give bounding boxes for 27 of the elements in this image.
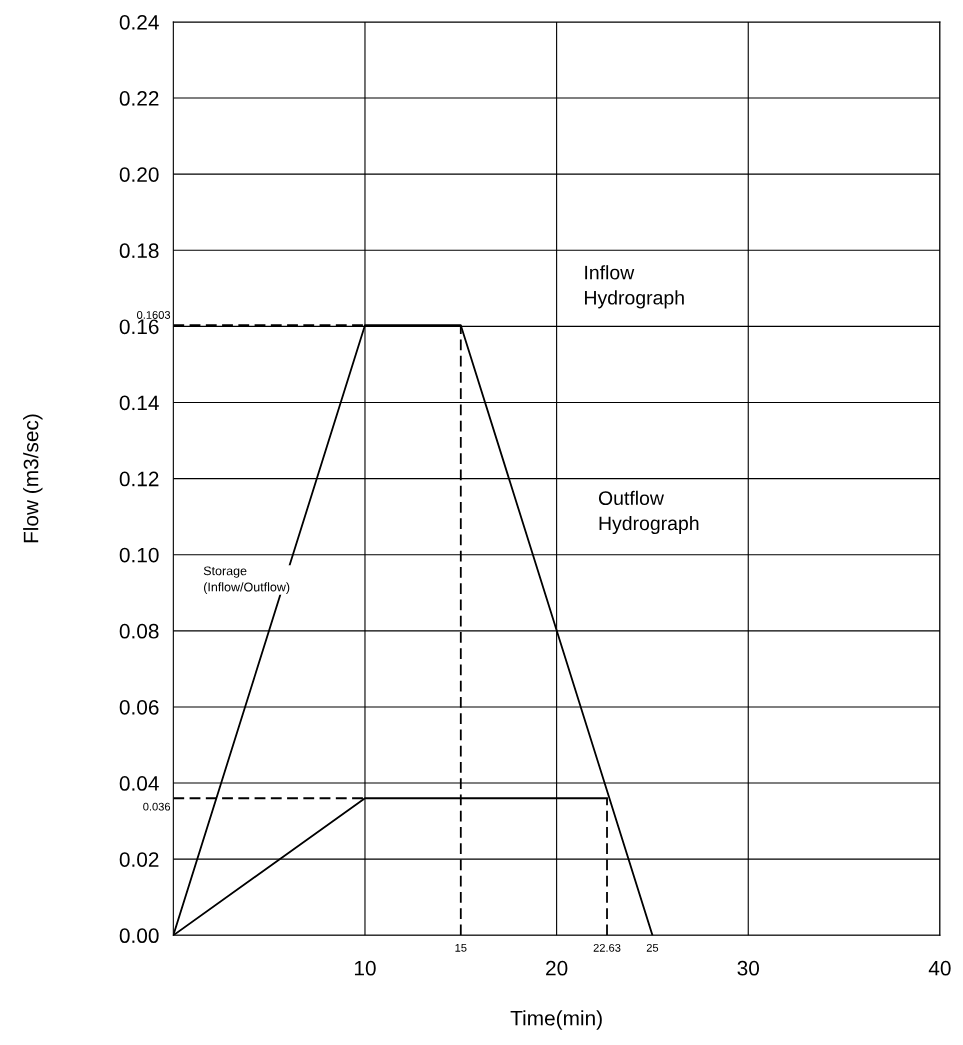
annotation: 0.1603 bbox=[137, 311, 171, 319]
x-axis-title: Time(min) bbox=[510, 1010, 602, 1030]
x-tick-label: 20 bbox=[546, 960, 568, 976]
y-tick-label: 0.16 bbox=[119, 319, 159, 335]
y-tick-label: 0.22 bbox=[119, 91, 159, 106]
y-tick-label: 0.24 bbox=[119, 14, 159, 30]
y-tick-label: 0.06 bbox=[119, 699, 159, 715]
y-tick-label: 0.00 bbox=[119, 928, 159, 944]
annotation: Inflow Hydrograph bbox=[585, 265, 684, 309]
x-tick-label: 10 bbox=[354, 960, 376, 976]
annotation: 25 bbox=[646, 943, 659, 952]
y-tick-label: 0.20 bbox=[119, 167, 159, 182]
y-tick-label: 0.10 bbox=[119, 547, 159, 563]
x-tick-label: 30 bbox=[737, 960, 760, 976]
x-tick-label: 40 bbox=[928, 960, 951, 976]
annotation: Outflow Hydrograph bbox=[598, 490, 699, 535]
annotation: 22.63 bbox=[593, 943, 621, 952]
y-axis-title: Flow (m3/sec) bbox=[23, 414, 43, 543]
y-tick-label: 0.02 bbox=[119, 852, 159, 867]
y-tick-label: 0.08 bbox=[119, 623, 159, 639]
y-tick-label: 0.12 bbox=[119, 471, 159, 487]
annotation: 0.036 bbox=[143, 802, 171, 811]
y-tick-label: 0.18 bbox=[119, 243, 159, 259]
y-tick-label: 0.14 bbox=[119, 395, 159, 411]
annotation: 15 bbox=[455, 944, 467, 952]
annotation: Storage (Inflow/Outflow) bbox=[203, 566, 290, 594]
y-tick-label: 0.04 bbox=[119, 776, 159, 791]
